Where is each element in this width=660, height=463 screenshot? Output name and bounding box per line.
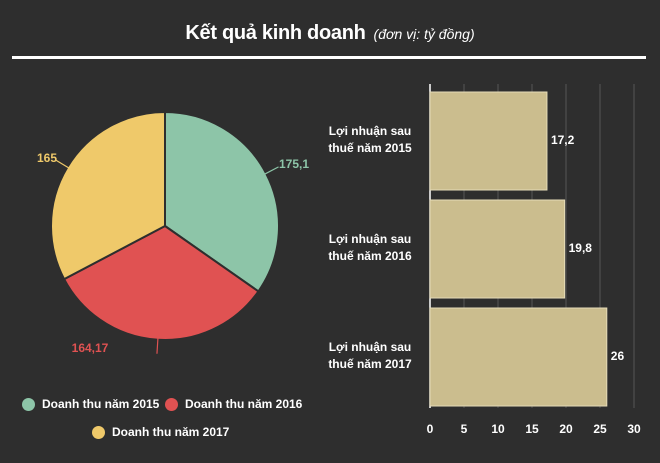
bar-tick-label: 10 <box>491 422 505 436</box>
legend-label: Doanh thu năm 2016 <box>185 397 303 411</box>
bar-category-line: Lợi nhuận sau <box>328 124 412 138</box>
pie-leader-line <box>156 337 159 354</box>
pie-value-label: 164,17 <box>72 341 109 355</box>
bar-tick-label: 5 <box>461 422 468 436</box>
legend-swatch <box>92 425 105 439</box>
legend-label: Doanh thu năm 2015 <box>42 397 160 411</box>
bar-tick-label: 30 <box>627 422 641 436</box>
bar-tick-label: 25 <box>593 422 607 436</box>
bar-tick-label: 20 <box>559 422 573 436</box>
bar-value-label: 26 <box>611 349 625 363</box>
bar-tick-label: 15 <box>525 422 539 436</box>
unit-subtitle: (đơn vị: tỷ đồng) <box>373 26 475 42</box>
bar-category-label: Lợi nhuận sau thuế năm 2017 <box>315 339 425 373</box>
bar-category-line: Lợi nhuận sau <box>328 232 412 246</box>
bar-category-label: Lợi nhuận sau thuế năm 2016 <box>315 231 425 265</box>
legend-item-doanh-thu-nam-2016: Doanh thu năm 2016 <box>165 397 302 411</box>
legend-label: Doanh thu năm 2017 <box>112 425 230 439</box>
bar-category-line: thuế năm 2017 <box>328 357 412 371</box>
bar-2 <box>429 199 566 299</box>
bar-category-line: Lợi nhuận sau <box>328 340 412 354</box>
title-divider <box>12 56 646 59</box>
pie-value-label: 175,1 <box>279 157 309 171</box>
page-title: Kết quả kinh doanh <box>185 22 366 44</box>
legend-swatch <box>165 397 178 411</box>
bar-1 <box>429 91 548 191</box>
bar-value-label: 19,8 <box>569 241 593 255</box>
chart-title-bar: Kết quả kinh doanh (đơn vị: tỷ đồng) <box>0 22 660 45</box>
pie-value-label: 165 <box>37 151 57 165</box>
legend-swatch <box>22 397 35 411</box>
bar-tick-label: 0 <box>427 422 434 436</box>
legend-item-doanh-thu-nam-2017: Doanh thu năm 2017 <box>92 425 229 439</box>
bar-category-label: Lợi nhuận sau thuế năm 2015 <box>315 123 425 157</box>
bar-category-line: thuế năm 2016 <box>328 249 412 263</box>
pie-leader-line <box>264 166 279 175</box>
bar-3 <box>429 307 608 407</box>
bar-category-line: thuế năm 2015 <box>328 141 412 155</box>
pie-leader-line <box>55 159 70 169</box>
legend-item-doanh-thu-nam-2015: Doanh thu năm 2015 <box>22 397 159 411</box>
bar-value-label: 17,2 <box>551 133 575 147</box>
